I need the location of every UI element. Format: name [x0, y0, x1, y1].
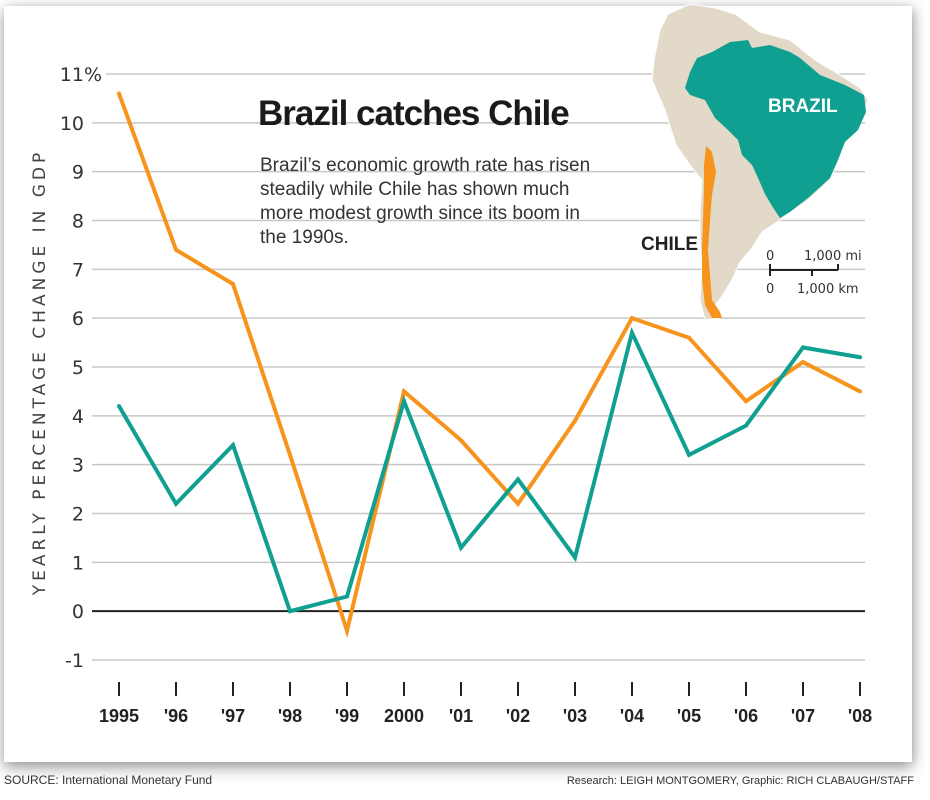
x-tick-label: '01	[449, 706, 473, 726]
y-tick-label: 6	[72, 308, 84, 330]
map-label-brazil: BRAZIL	[768, 96, 838, 117]
data-point-brazil	[345, 594, 349, 599]
chile-shape	[702, 146, 722, 318]
x-tick-label: '03	[563, 706, 587, 726]
x-tick-label: '06	[734, 706, 758, 726]
data-point-brazil	[231, 443, 235, 448]
y-axis-label: YEARLY PERCENTAGE CHANGE IN GDP	[30, 149, 50, 597]
data-point-brazil	[630, 330, 634, 335]
y-tick-label: 9	[72, 162, 84, 184]
data-point-chile	[801, 360, 805, 365]
data-point-chile	[174, 247, 178, 252]
data-point-brazil	[288, 609, 292, 614]
data-point-chile	[630, 316, 634, 321]
data-point-brazil	[516, 477, 520, 482]
data-point-brazil	[801, 345, 805, 350]
data-point-chile	[459, 438, 463, 443]
y-tick-label: 0	[72, 601, 84, 623]
x-tick-label: '04	[620, 706, 644, 726]
y-tick-label: 8	[72, 211, 84, 233]
y-tick-label: -1	[65, 650, 84, 672]
series-lines	[117, 91, 862, 639]
y-tick-label: 1	[72, 552, 84, 574]
brazil-shape	[685, 40, 866, 218]
data-point-chile	[516, 501, 520, 506]
map-label-chile: CHILE	[641, 234, 698, 255]
x-tick-label: '05	[677, 706, 701, 726]
y-tick-label: 2	[72, 504, 84, 526]
scale-bottom-km: 1,000 km	[797, 282, 859, 297]
south-america-map: BRAZIL CHILE 0 1,000 mi 0 1,000 km	[641, 3, 869, 321]
scale-top-zero: 0	[766, 249, 774, 264]
y-tick-labels: -1 0 1 2 3 4 5 6 7 8 9 10 11%	[60, 64, 102, 672]
x-tick-label: '07	[791, 706, 815, 726]
x-tick-label: '96	[164, 706, 188, 726]
data-point-chile	[687, 335, 691, 340]
data-point-brazil	[459, 545, 463, 550]
data-point-brazil	[117, 404, 121, 409]
y-tick-label: 4	[72, 406, 84, 428]
x-tick-label: '98	[278, 706, 302, 726]
chart-subtitle: Brazil’s economic growth rate has risen …	[260, 155, 591, 248]
x-tick-label: 1995	[99, 706, 139, 726]
credits-note: Research: LEIGH MONTGOMERY, Graphic: RIC…	[566, 775, 914, 787]
y-tick-label: 7	[72, 259, 84, 281]
x-tick-label: '02	[506, 706, 530, 726]
y-tick-label: 10	[60, 113, 84, 135]
data-point-chile	[402, 389, 406, 394]
y-tick-label: 11%	[60, 64, 102, 86]
x-tick-label: '08	[848, 706, 872, 726]
data-point-brazil	[573, 555, 577, 560]
source-note: SOURCE: International Monetary Fund	[4, 773, 213, 787]
x-tick-label: 2000	[384, 706, 424, 726]
scale-bottom-zero: 0	[766, 282, 774, 297]
x-tick-labels: 1995 '96 '97 '98 '99 2000 '01 '02 '03 '04 '05 '06 '0…	[99, 682, 872, 726]
data-point-chile	[744, 399, 748, 404]
data-point-chile	[345, 628, 349, 633]
data-point-chile	[858, 389, 862, 394]
scale-bar: 0 1,000 mi 0 1,000 km	[766, 249, 862, 297]
y-tick-label: 3	[72, 455, 84, 477]
data-point-brazil	[402, 399, 406, 404]
data-point-chile	[231, 281, 235, 286]
data-point-brazil	[174, 501, 178, 506]
y-tick-label: 5	[72, 357, 84, 379]
x-tick-label: '99	[335, 706, 359, 726]
series-line-brazil	[117, 326, 861, 614]
data-point-chile	[573, 418, 577, 423]
data-point-brazil	[744, 423, 748, 428]
data-point-chile	[117, 91, 121, 96]
data-point-brazil	[858, 355, 862, 360]
chart-title: Brazil catches Chile	[258, 94, 570, 133]
x-tick-label: '97	[221, 706, 245, 726]
scale-top-mi: 1,000 mi	[804, 249, 862, 264]
data-point-chile	[288, 452, 292, 457]
data-point-brazil	[687, 452, 691, 457]
series-line-chile	[117, 92, 861, 639]
